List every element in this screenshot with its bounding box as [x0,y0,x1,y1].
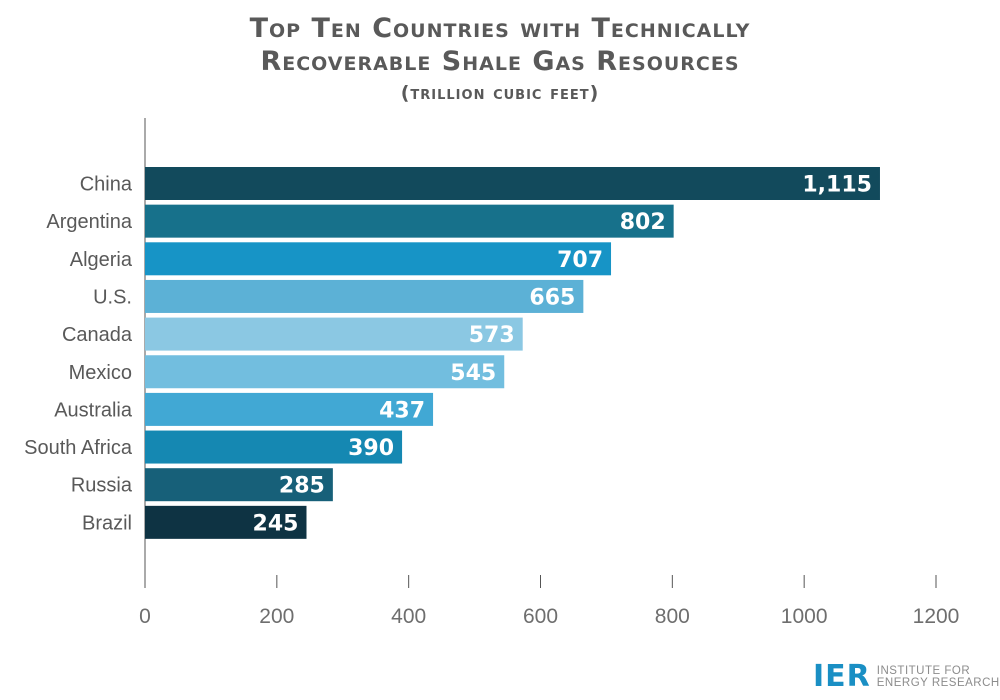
bar-china [145,167,880,200]
value-label: 285 [279,474,325,499]
logo-text-line-1: INSTITUTE FOR [876,665,971,677]
logo-text: INSTITUTE FOR ENERGY RESEARCH [877,665,1000,689]
bar-argentina [145,204,674,238]
value-label: 707 [557,248,603,273]
value-label: 802 [620,210,666,235]
category-label: Canada [62,324,133,346]
ier-logo: IER INSTITUTE FOR ENERGY RESEARCH [813,662,1000,692]
x-tick-label: 600 [523,605,558,628]
chart-subtitle: (trillion cubic feet) [400,82,600,104]
x-tick-label: 400 [391,605,426,628]
bar-mexico [145,355,505,389]
category-label: China [80,174,133,196]
value-label: 1,115 [802,173,872,198]
chart-title: Top Ten Countries with Technically Recov… [0,12,1000,78]
category-label: South Africa [24,437,133,459]
value-label: 545 [450,361,496,386]
logo-text-line-2: ENERGY RESEARCH [876,677,1000,689]
x-tick-label: 1000 [781,605,828,628]
logo-mark: IER [813,659,871,694]
value-label: 665 [529,285,575,310]
category-label: U.S. [93,286,132,308]
x-tick-label: 0 [139,605,151,628]
category-label: Argentina [46,211,132,233]
category-label: Australia [54,399,133,421]
category-label: Brazil [82,512,132,534]
category-label: Mexico [69,362,132,384]
value-label: 245 [253,511,299,536]
x-tick-label: 200 [259,605,294,628]
value-label: 437 [379,398,425,423]
bar-russia [145,468,333,502]
x-tick-label: 1200 [913,605,960,628]
value-label: 573 [469,323,515,348]
chart-title-line-1: Top Ten Countries with Technically [249,13,751,44]
bar-south-africa [145,430,403,464]
value-label: 390 [348,436,394,461]
bar-canada [145,317,523,351]
category-label: Algeria [70,249,133,271]
bar-algeria [145,242,612,276]
bar-u-s- [145,279,584,313]
bar-australia [145,392,434,426]
category-label: Russia [71,475,133,497]
bar-brazil [145,505,307,539]
x-tick-label: 800 [655,605,690,628]
chart-title-line-2: Recoverable Shale Gas Resources [260,46,740,77]
